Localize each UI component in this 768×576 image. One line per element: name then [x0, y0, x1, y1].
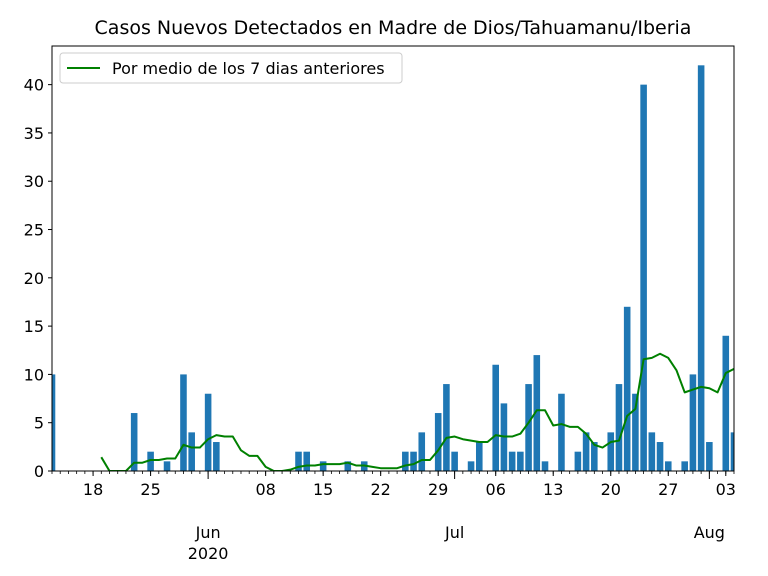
- bar: [344, 461, 352, 471]
- y-tick-label: 20: [24, 269, 44, 288]
- bar: [295, 451, 302, 471]
- bar: [52, 374, 56, 471]
- bar: [607, 432, 615, 471]
- bar: [434, 413, 442, 471]
- bar: [163, 461, 171, 471]
- bar: [648, 432, 656, 471]
- bar: [640, 84, 647, 471]
- bar: [517, 451, 524, 471]
- x-week-label: 08: [255, 480, 275, 499]
- moving-average-series: [100, 352, 734, 471]
- chart-title: Casos Nuevos Detectados en Madre de Dios…: [95, 17, 692, 39]
- plot-frame: [51, 45, 735, 472]
- bar: [664, 461, 672, 471]
- y-tick-label: 25: [24, 221, 44, 240]
- x-month-label: Aug: [694, 523, 725, 542]
- bar: [418, 432, 426, 471]
- bar: [319, 461, 327, 471]
- bar: [591, 442, 598, 471]
- bar: [147, 451, 154, 471]
- y-tick-label: 30: [24, 172, 44, 191]
- bar: [467, 461, 475, 471]
- bar: [656, 442, 664, 471]
- legend-box: [59, 52, 403, 84]
- x-week-label: 22: [370, 480, 390, 499]
- bar: [623, 306, 631, 471]
- bar: [213, 442, 220, 471]
- x-week-label: 25: [140, 480, 160, 499]
- bar: [558, 393, 565, 471]
- bar: [615, 384, 623, 471]
- x-week-label: 29: [428, 480, 448, 499]
- x-week-label: 06: [486, 480, 506, 499]
- x-week-label: 18: [83, 480, 103, 499]
- bar: [541, 461, 549, 471]
- bar: [188, 432, 195, 471]
- bar: [525, 384, 532, 471]
- bar: [303, 451, 311, 471]
- x-month-label: Jun: [195, 523, 221, 542]
- x-week-label: 27: [658, 480, 678, 499]
- bar: [410, 451, 417, 471]
- x-week-label: 13: [543, 480, 563, 499]
- bar: [402, 451, 409, 471]
- x-week-label: 15: [313, 480, 333, 499]
- y-tick-label: 35: [24, 124, 44, 143]
- y-tick-label: 5: [34, 414, 44, 433]
- x-axis: 18 25 08 15 22 29 06 13 20 27 03 Jun 2020 Jul Aug: [51, 471, 736, 563]
- y-tick-label: 10: [24, 365, 44, 384]
- y-axis: 0 5 10 15 20 25 30 35 40: [24, 76, 52, 481]
- x-week-label: 20: [601, 480, 621, 499]
- bar: [582, 432, 590, 471]
- bar: [533, 355, 541, 471]
- y-tick-label: 15: [24, 317, 44, 336]
- bar: [697, 65, 705, 471]
- bar: [204, 393, 212, 471]
- bar: [681, 461, 688, 471]
- bar-series: [52, 65, 746, 471]
- bar: [730, 432, 734, 471]
- bar: [739, 432, 746, 471]
- x-month-label: Jul: [444, 523, 464, 542]
- moving-average-line: [100, 352, 734, 471]
- x-year-label: 2020: [188, 544, 229, 563]
- legend: Por medio de los 7 dias anteriores: [59, 52, 403, 84]
- bar: [722, 335, 730, 471]
- bar: [574, 451, 582, 471]
- bar: [475, 442, 483, 471]
- bar: [632, 393, 639, 471]
- y-tick-label: 40: [24, 76, 44, 95]
- bar: [706, 442, 713, 471]
- x-week-label: 03: [716, 480, 736, 499]
- legend-label: Por medio de los 7 dias anteriores: [112, 59, 385, 78]
- bar: [180, 374, 187, 471]
- bar: [492, 364, 499, 471]
- bar: [443, 384, 450, 471]
- bar: [689, 374, 697, 471]
- bar: [451, 451, 458, 471]
- bar: [130, 413, 138, 471]
- y-tick-label: 0: [34, 462, 44, 481]
- bar: [508, 451, 516, 471]
